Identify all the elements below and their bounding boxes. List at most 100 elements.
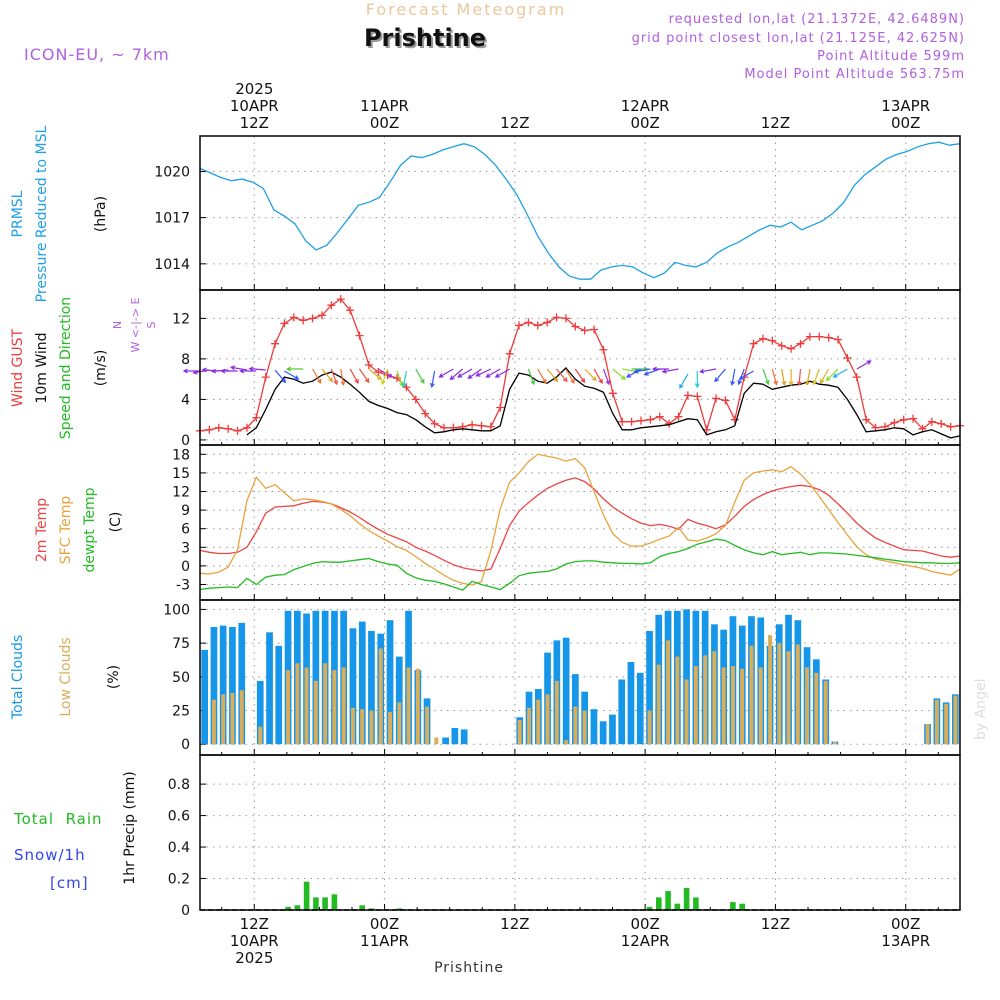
rain-bar	[693, 897, 699, 910]
forecast-title: Forecast Meteogram	[366, 0, 566, 19]
total-cloud-bar	[358, 621, 366, 745]
watermark: by Angel	[973, 679, 989, 740]
wind-vector-arrow	[633, 368, 651, 374]
location-title: Prishtine	[364, 24, 486, 52]
low-cloud-bar	[656, 664, 661, 745]
series-line-2m-temp	[199, 477, 961, 572]
low-cloud-bar	[777, 643, 782, 745]
low-cloud-bar	[934, 699, 939, 745]
wind-vector-arrow	[349, 368, 359, 384]
y-tick-label: 8	[181, 352, 190, 368]
gust-marker	[580, 326, 589, 335]
gust-marker	[599, 345, 608, 354]
gust-marker	[205, 425, 214, 434]
low-cloud-bar	[258, 726, 263, 745]
gust-marker	[608, 389, 617, 398]
y-tick-label: 6	[181, 522, 190, 538]
top-axis-label: 13APR	[881, 97, 930, 115]
y-tick-label: 3	[181, 540, 190, 556]
top-axis-label: 12Z	[240, 114, 269, 132]
bottom-axis-label: 00Z	[630, 915, 659, 933]
total-cloud-bar	[590, 709, 598, 745]
wind-vector-arrow	[475, 368, 492, 377]
y-tick-label: 4	[181, 392, 190, 408]
rain-bar	[730, 902, 736, 910]
bottom-axis-label: 00Z	[370, 915, 399, 933]
rain-bar	[313, 897, 319, 910]
gust-marker	[712, 394, 721, 403]
rain-bar	[646, 906, 653, 910]
compass-n: N	[111, 321, 124, 329]
gust-marker	[411, 395, 420, 404]
bottom-axis-label: 2025	[235, 949, 273, 967]
low-cloud-bar	[351, 707, 355, 745]
y-tick-label: 0.6	[168, 809, 190, 825]
gust-marker	[355, 331, 364, 340]
total-cloud-bar	[256, 680, 264, 745]
total-cloud-bar	[266, 632, 273, 745]
snow-label: Snow/1h	[14, 846, 86, 864]
wind-vector-arrow	[602, 368, 611, 386]
low-cloud-bar	[953, 695, 958, 745]
bottom-axis-label: 12Z	[240, 915, 269, 933]
wind-panel-labels: Wind GUST 10m Wind Speed and Direction (…	[10, 297, 158, 439]
gust-marker	[561, 314, 570, 323]
low-cloud-bar	[712, 651, 717, 745]
total-cloud-bar	[460, 729, 468, 745]
gust-marker	[317, 311, 326, 320]
wind-vector-arrow	[537, 368, 547, 384]
low-cloud-bar	[304, 667, 309, 745]
gust-marker	[552, 313, 561, 322]
y-tick-label: 15	[172, 466, 190, 482]
gust-marker	[655, 412, 664, 421]
low-cloud-bar	[517, 720, 522, 745]
wind-vector-arrow	[381, 368, 389, 386]
y-tick-label: 0.2	[168, 872, 190, 888]
wind-vector-arrow	[485, 368, 501, 378]
low-cloud-bar	[434, 737, 439, 745]
gust-marker	[834, 335, 843, 344]
sfc-label: SFC Temp	[58, 496, 74, 565]
gust-marker	[336, 295, 345, 304]
wind-unit: (m/s)	[93, 350, 109, 387]
wind-vector-arrow	[565, 368, 575, 384]
snow-unit: [cm]	[50, 874, 89, 892]
gust-marker	[890, 418, 899, 427]
t2m-label: 2m Temp	[34, 498, 50, 562]
gust-marker	[496, 403, 505, 412]
y-tick-label: 1014	[154, 257, 190, 273]
gust-marker	[421, 409, 430, 418]
y-tick-label: 0.4	[168, 840, 190, 856]
top-axis-label: 00Z	[630, 114, 659, 132]
low-cloud-bar	[666, 640, 670, 745]
bottom-axis-label: 12APR	[621, 932, 670, 950]
gust-marker	[590, 325, 599, 334]
low-cloud-bar	[758, 667, 763, 745]
total-cloud-bar	[275, 645, 283, 745]
gust-marker	[224, 424, 233, 433]
temp-panel-labels: 2m Temp SFC Temp dewpt Temp (C)	[34, 487, 124, 572]
rain-bar	[322, 897, 328, 910]
gust-marker	[627, 417, 636, 426]
low-cloud-bar	[814, 672, 819, 745]
precip-panel-labels: Total Rain Snow/1h [cm] 1hr Precip (mm)	[13, 771, 138, 892]
wind-vector-arrow	[438, 368, 454, 378]
wind-vector-arrow	[330, 368, 338, 386]
cloud-panel-labels: Total Clouds Low Clouds (%)	[10, 635, 122, 720]
y-tick-label: 0	[181, 433, 190, 449]
total-cloud-bar	[229, 627, 236, 745]
top-axis-label: 2025	[235, 80, 273, 98]
rain-bar	[683, 888, 690, 910]
low-cloud-bar	[721, 667, 726, 745]
wind-vector-arrow	[210, 368, 229, 374]
gust-marker	[468, 420, 477, 429]
gust-marker	[477, 421, 486, 430]
wind-vector-arrow	[429, 370, 436, 389]
bottom-axis-label: 10APR	[230, 932, 279, 950]
precip-unit: 1hr Precip (mm)	[122, 771, 138, 884]
total-cloud-bar	[395, 656, 403, 745]
gust-marker	[852, 373, 861, 382]
series-line-dewpt-temp	[199, 538, 961, 591]
wind-vector-arrow	[368, 368, 383, 381]
rain-bar	[294, 905, 301, 910]
